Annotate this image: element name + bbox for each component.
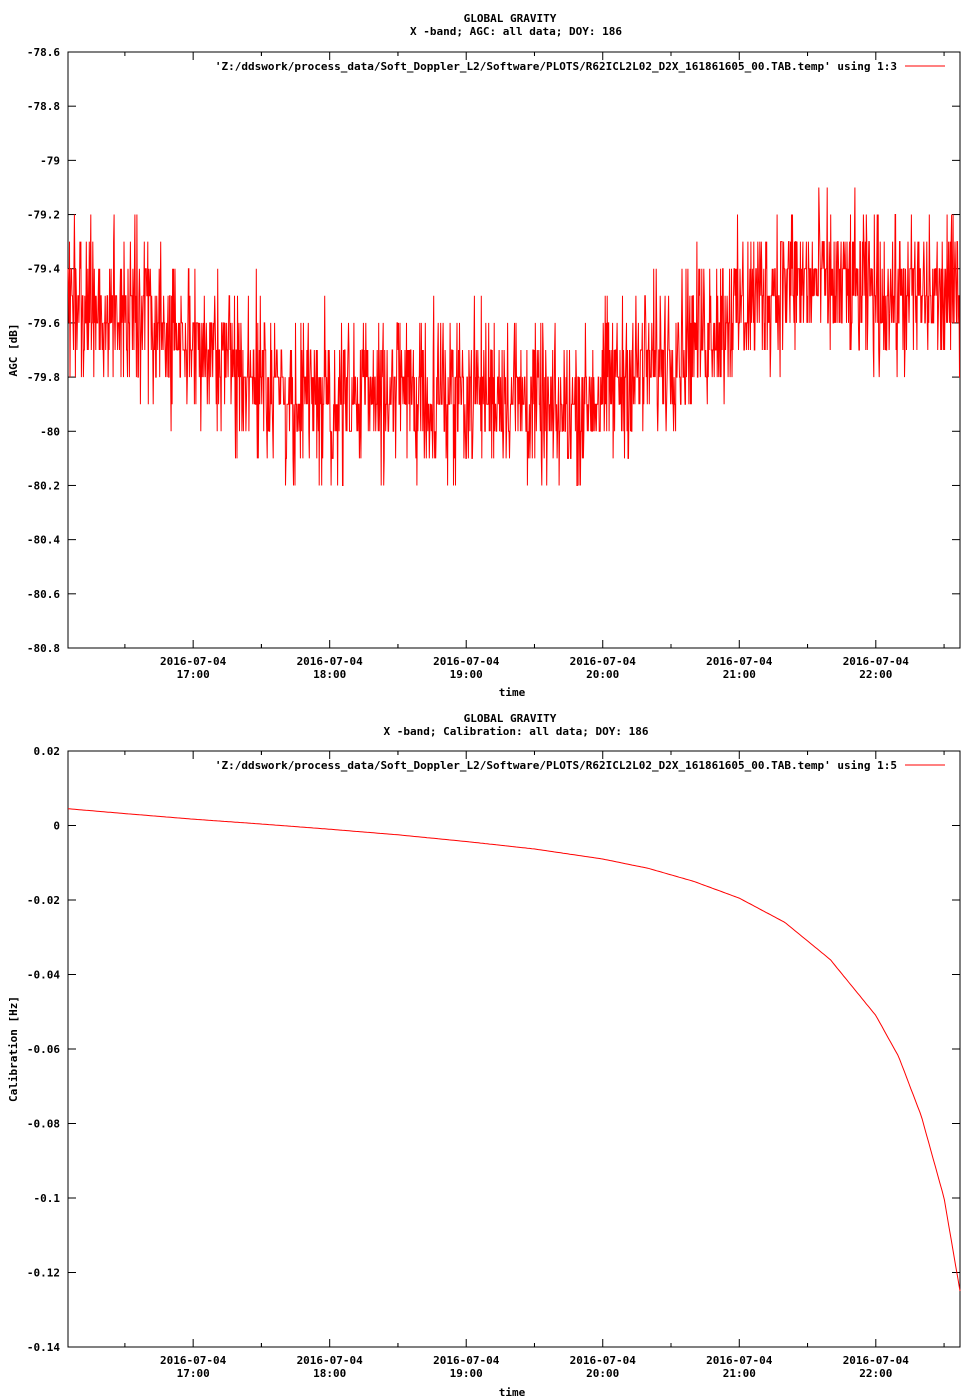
y-tick-label: -79.8 bbox=[27, 371, 60, 384]
x-tick-time: 21:00 bbox=[723, 1367, 756, 1380]
series-calibration bbox=[67, 808, 961, 1292]
y-tick-label: -0.02 bbox=[27, 894, 60, 907]
x-tick-time: 18:00 bbox=[313, 668, 346, 681]
x-tick-time: 21:00 bbox=[723, 668, 756, 681]
x-tick-date: 2016-07-04 bbox=[706, 655, 773, 668]
x-tick-time: 17:00 bbox=[177, 668, 210, 681]
y-tick-label: 0 bbox=[53, 820, 60, 833]
x-tick-date: 2016-07-04 bbox=[843, 655, 910, 668]
y-tick-label: -0.1 bbox=[34, 1192, 61, 1205]
x-tick-date: 2016-07-04 bbox=[433, 655, 500, 668]
y-tick-label: -0.12 bbox=[27, 1267, 60, 1280]
x-tick-date: 2016-07-04 bbox=[433, 1354, 500, 1367]
y-tick-label: -79 bbox=[40, 154, 60, 167]
x-axis-label: time bbox=[499, 1386, 526, 1399]
x-tick-time: 17:00 bbox=[177, 1367, 210, 1380]
chart-subtitle: X -band; AGC: all data; DOY: 186 bbox=[410, 25, 622, 38]
plot-frame bbox=[67, 750, 961, 1348]
x-tick-time: 20:00 bbox=[586, 668, 619, 681]
y-tick-label: -80.6 bbox=[27, 588, 60, 601]
x-tick-date: 2016-07-04 bbox=[843, 1354, 910, 1367]
x-tick-date: 2016-07-04 bbox=[706, 1354, 773, 1367]
x-tick-time: 22:00 bbox=[859, 1367, 892, 1380]
x-tick-time: 22:00 bbox=[859, 668, 892, 681]
calibration-chart-panel: GLOBAL GRAVITY X -band; Calibration: all… bbox=[7, 712, 961, 1399]
x-tick-date: 2016-07-04 bbox=[297, 1354, 364, 1367]
y-tick-label: -79.2 bbox=[27, 209, 60, 222]
y-tick-label: -78.6 bbox=[27, 46, 60, 59]
series-line bbox=[67, 187, 960, 486]
x-tick-date: 2016-07-04 bbox=[160, 655, 227, 668]
series-agc bbox=[67, 187, 960, 486]
legend-label: 'Z:/ddswork/process_data/Soft_Doppler_L2… bbox=[215, 759, 897, 772]
y-tick-label: -0.14 bbox=[27, 1341, 60, 1354]
chart-title: GLOBAL GRAVITY bbox=[464, 712, 557, 725]
x-tick-date: 2016-07-04 bbox=[570, 1354, 637, 1367]
chart-subtitle: X -band; Calibration: all data; DOY: 186 bbox=[384, 725, 649, 738]
y-tick-label: -80.8 bbox=[27, 642, 60, 655]
y-axis-label: AGC [dB] bbox=[7, 324, 20, 377]
series-line bbox=[67, 808, 961, 1292]
chart-title: GLOBAL GRAVITY bbox=[464, 12, 557, 25]
y-tick-label: 0.02 bbox=[34, 745, 61, 758]
x-tick-time: 19:00 bbox=[450, 668, 483, 681]
y-tick-label: -79.4 bbox=[27, 263, 60, 276]
x-tick-date: 2016-07-04 bbox=[160, 1354, 227, 1367]
legend-label: 'Z:/ddswork/process_data/Soft_Doppler_L2… bbox=[215, 60, 897, 73]
x-axis-label: time bbox=[499, 686, 526, 699]
x-tick-time: 19:00 bbox=[450, 1367, 483, 1380]
y-ticks: 0.02 0 -0.02 -0.04 -0.06 -0.08 -0.1 -0.12 -0.14 bbox=[27, 745, 960, 1354]
y-ticks: -78.6 -78.8 -79 -79.2 -79.4 -79.6 -79.8 -80 -80.… bbox=[27, 46, 960, 655]
y-tick-label: -80.4 bbox=[27, 534, 60, 547]
x-tick-time: 20:00 bbox=[586, 1367, 619, 1380]
x-ticks: 2016-07-0417:002016-07-0418:002016-07-04… bbox=[124, 52, 945, 681]
plot-frame bbox=[67, 51, 961, 649]
y-tick-label: -0.04 bbox=[27, 969, 60, 982]
y-tick-label: -0.08 bbox=[27, 1118, 60, 1131]
agc-chart-panel: GLOBAL GRAVITY X -band; AGC: all data; D… bbox=[7, 12, 961, 699]
y-tick-label: -80 bbox=[40, 425, 60, 438]
x-ticks: 2016-07-0417:002016-07-0418:002016-07-04… bbox=[124, 751, 945, 1380]
x-tick-time: 18:00 bbox=[313, 1367, 346, 1380]
y-tick-label: -80.2 bbox=[27, 479, 60, 492]
y-tick-label: -78.8 bbox=[27, 100, 60, 113]
y-tick-label: -79.6 bbox=[27, 317, 60, 330]
x-tick-date: 2016-07-04 bbox=[297, 655, 364, 668]
y-tick-label: -0.06 bbox=[27, 1043, 60, 1056]
y-axis-label: Calibration [Hz] bbox=[7, 996, 20, 1102]
x-tick-date: 2016-07-04 bbox=[570, 655, 637, 668]
